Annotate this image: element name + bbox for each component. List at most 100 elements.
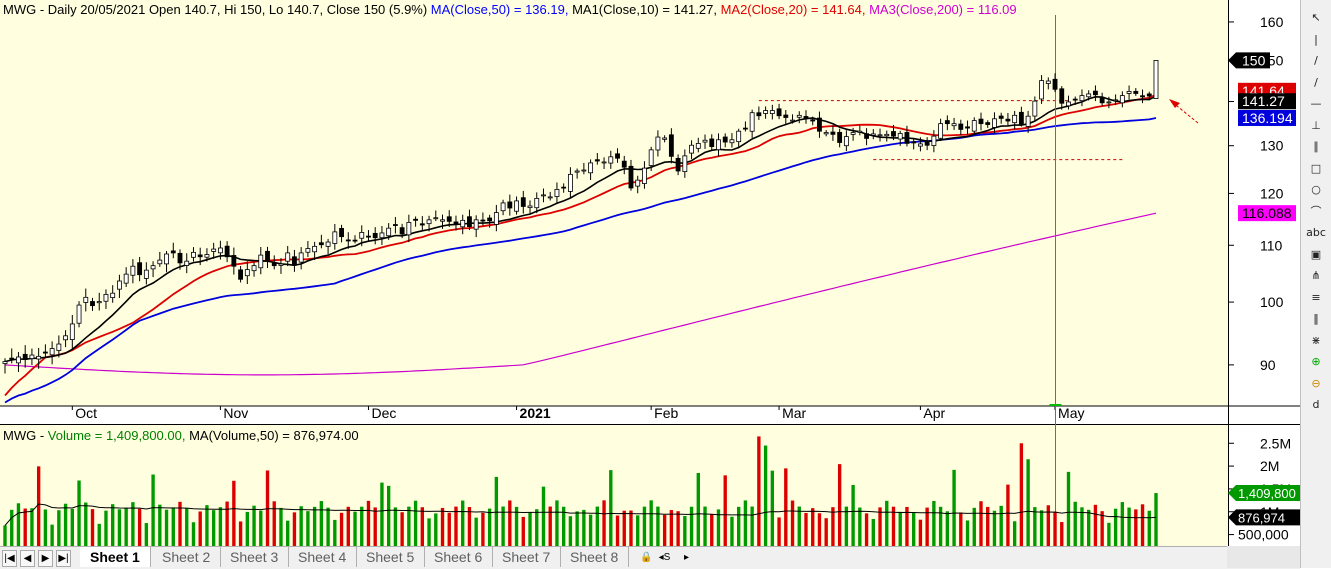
candle-body xyxy=(318,242,324,246)
vertical-line-icon[interactable]: | xyxy=(1314,32,1318,46)
candle-body xyxy=(406,222,412,236)
candle-body xyxy=(1018,111,1024,125)
volume-bar xyxy=(878,507,882,546)
volume-bar xyxy=(158,504,162,546)
candle-body xyxy=(413,218,419,221)
volume-bar xyxy=(407,506,411,546)
candle-body xyxy=(426,219,432,225)
y-tick-label: 90 xyxy=(1260,357,1276,373)
candle-body xyxy=(783,114,789,118)
volume-bar xyxy=(360,506,364,546)
volume-bar xyxy=(844,506,849,546)
candle-body xyxy=(157,259,163,265)
volume-bar xyxy=(205,505,209,546)
tab-sheet-8[interactable]: Sheet 8 xyxy=(560,547,630,567)
chart-canvas[interactable]: Oct Nov Dec 2021 Feb Mar Apr May 90 100 110 120 130 1… xyxy=(0,0,1300,546)
parallel-lines-icon[interactable]: ∥ xyxy=(1313,140,1319,153)
candle-body xyxy=(729,139,735,144)
candle-body xyxy=(278,263,284,266)
fibonacci-icon[interactable]: ≡ xyxy=(1311,290,1321,304)
candle-body xyxy=(567,173,573,192)
x-tick-label: Nov xyxy=(223,405,248,421)
interval-icon[interactable]: d xyxy=(1312,398,1320,411)
candle-body xyxy=(749,112,755,132)
ma10-legend: MA1(Close,10) = 141.27, xyxy=(572,2,721,17)
scroll-sync-icon[interactable]: ◂S xyxy=(658,552,671,563)
volume-bar xyxy=(710,514,714,546)
volume-bar xyxy=(333,519,337,546)
tab-sheet-7[interactable]: Sheet 7 xyxy=(492,547,562,567)
timezones-icon[interactable]: ‖ xyxy=(1313,312,1319,325)
candle-body xyxy=(554,189,560,197)
volume-bar xyxy=(750,506,754,546)
zoom-in-icon[interactable]: ⊕ xyxy=(1311,355,1321,368)
volume-bar xyxy=(770,470,775,546)
volume-bar xyxy=(279,507,283,546)
pitchfork-icon[interactable]: ⋔ xyxy=(1311,269,1321,282)
scroll-right-icon[interactable]: ▸ xyxy=(683,552,690,563)
tab-sheet-5[interactable]: Sheet 5 xyxy=(356,547,426,567)
candle-body xyxy=(911,141,917,144)
y-tick-label: 100 xyxy=(1260,294,1284,310)
volume-bar xyxy=(171,507,175,546)
tab-sheet-4[interactable]: Sheet 4 xyxy=(288,547,358,567)
horizontal-line-icon[interactable]: — xyxy=(1310,97,1322,110)
candle-body xyxy=(796,114,802,118)
candle-body xyxy=(352,239,358,242)
text-box-icon[interactable]: ▣ xyxy=(1310,247,1322,261)
lock-icon[interactable]: 🔒 xyxy=(640,552,653,563)
candle-body xyxy=(628,165,634,189)
ma200-price-tag-bg xyxy=(1238,205,1296,222)
volume-bar xyxy=(501,506,505,546)
gann-icon[interactable]: ⋇ xyxy=(1311,333,1321,347)
volume-bar xyxy=(1019,443,1024,546)
candle-body xyxy=(231,255,237,267)
zoom-out-icon[interactable]: ⊖ xyxy=(1311,376,1321,390)
candle-body xyxy=(588,162,594,174)
volume-bar xyxy=(178,501,182,546)
volume-bar xyxy=(986,506,990,546)
candle-body xyxy=(170,250,176,254)
volume-bar xyxy=(851,484,855,546)
candle-body xyxy=(312,245,318,253)
tab-sheet-6[interactable]: Sheet 6 xyxy=(424,547,494,567)
volume-bar xyxy=(723,475,727,546)
volume-bar xyxy=(144,523,149,546)
tab-sheet-2[interactable]: Sheet 2 xyxy=(152,547,222,567)
volume-bar xyxy=(535,509,539,546)
next-sheet-button[interactable]: ▶ xyxy=(38,550,53,567)
tab-sheet-1[interactable]: Sheet 1 xyxy=(80,547,151,567)
volume-bar xyxy=(1113,508,1118,546)
candle-body xyxy=(763,110,769,114)
candle-body xyxy=(83,296,89,303)
volume-bar xyxy=(225,501,229,546)
rectangle-icon[interactable]: □ xyxy=(1310,161,1322,175)
candle-body xyxy=(756,112,762,117)
text-icon[interactable]: abc xyxy=(1306,226,1326,239)
candle-body xyxy=(271,262,277,267)
tab-sheet-3[interactable]: Sheet 3 xyxy=(220,547,290,567)
volume-bar xyxy=(521,516,525,546)
trendline-icon[interactable]: / xyxy=(1314,54,1318,67)
trendline-icon[interactable]: / xyxy=(1314,75,1318,89)
ma50-price-tag: 136.194 xyxy=(1238,109,1296,126)
candle-body xyxy=(810,119,816,122)
candle-body xyxy=(487,217,493,222)
volume-bar xyxy=(272,501,276,546)
horizontal-scrollbar[interactable] xyxy=(1227,546,1300,568)
arc-icon[interactable]: ⌒ xyxy=(1310,204,1322,218)
last-sheet-button[interactable]: ▶| xyxy=(56,550,71,567)
candle-body xyxy=(1072,98,1078,101)
x-tick-label: 2021 xyxy=(520,405,551,421)
pointer-icon[interactable]: ↖ xyxy=(1311,11,1321,24)
ellipse-icon[interactable]: ○ xyxy=(1311,183,1321,196)
volume-bar xyxy=(97,523,101,546)
first-sheet-button[interactable]: |◀ xyxy=(2,550,17,567)
candle-body xyxy=(49,348,55,356)
vertical-ray-icon[interactable]: ⊥ xyxy=(1311,118,1321,132)
candle-body xyxy=(292,256,297,265)
volume-bar xyxy=(1093,504,1098,546)
volume-bar xyxy=(1073,501,1077,546)
prev-sheet-button[interactable]: ◀ xyxy=(20,550,35,567)
